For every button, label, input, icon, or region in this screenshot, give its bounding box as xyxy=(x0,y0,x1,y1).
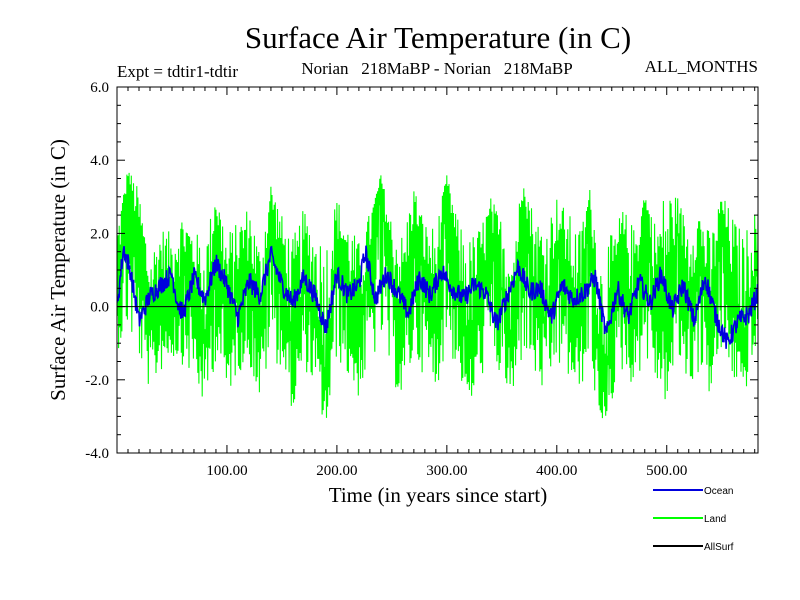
chart-subtitle-left: Expt = tdtir1-tdtir xyxy=(117,62,238,81)
y-tick-label: -2.0 xyxy=(85,373,109,389)
legend-label-land: Land xyxy=(704,514,726,525)
y-tick-label: 6.0 xyxy=(90,80,109,96)
y-axis-label: Surface Air Temperature (in C) xyxy=(46,139,70,401)
x-tick-label: 400.00 xyxy=(536,463,577,479)
legend-label-ocean: Ocean xyxy=(704,486,733,497)
y-tick-label: -4.0 xyxy=(85,446,109,462)
x-tick-label: 300.00 xyxy=(426,463,467,479)
x-tick-label: 100.00 xyxy=(206,463,247,479)
ticks-layer: 100.00 200.00 300.00 400.00 500.00 -4.0 -2.0 0.… xyxy=(85,80,758,479)
chart-title: Surface Air Temperature (in C) xyxy=(245,20,631,55)
y-tick-label: 0.0 xyxy=(90,300,109,316)
chart-subtitle-right: ALL_MONTHS xyxy=(645,57,758,76)
legend: Ocean Land AllSurf xyxy=(653,486,734,553)
y-tick-label: 4.0 xyxy=(90,153,109,169)
x-axis-label: Time (in years since start) xyxy=(329,483,548,507)
y-tick-label: 2.0 xyxy=(90,226,109,242)
chart-subtitle-center: Norian 218MaBP - Norian 218MaBP xyxy=(301,59,572,78)
legend-label-allsurf: AllSurf xyxy=(704,542,734,553)
x-tick-label: 200.00 xyxy=(316,463,357,479)
x-tick-label: 500.00 xyxy=(646,463,687,479)
